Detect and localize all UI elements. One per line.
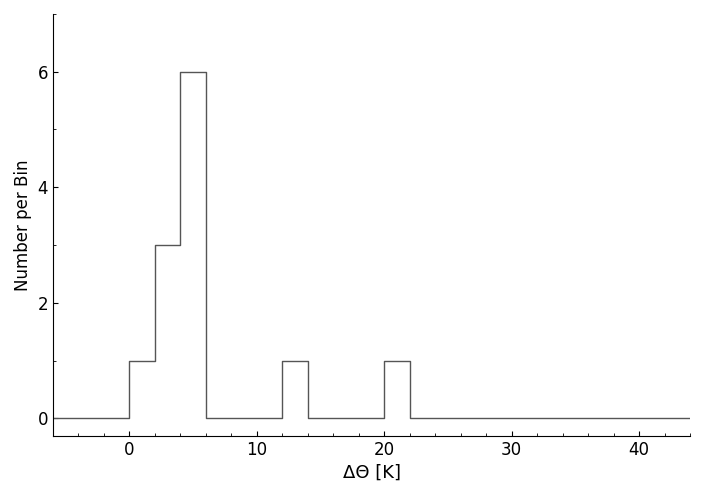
X-axis label: ΔΘ [K]: ΔΘ [K] — [343, 464, 401, 482]
Y-axis label: Number per Bin: Number per Bin — [14, 159, 32, 291]
